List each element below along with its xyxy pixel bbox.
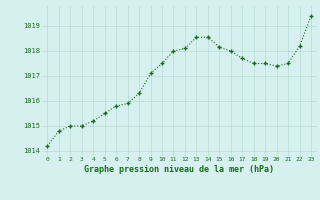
X-axis label: Graphe pression niveau de la mer (hPa): Graphe pression niveau de la mer (hPa)	[84, 165, 274, 174]
